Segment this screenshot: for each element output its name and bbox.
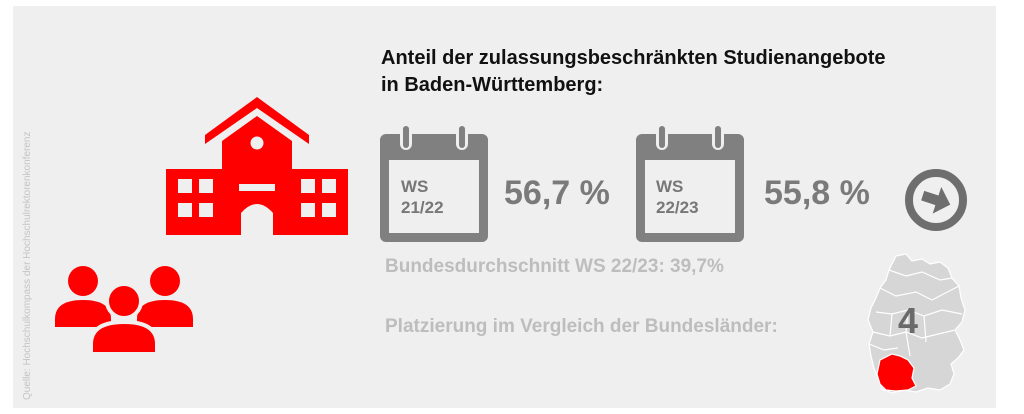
calendar-label-ws2223: WS 22/23 bbox=[656, 176, 699, 218]
page-title: Anteil der zulassungsbeschränkten Studie… bbox=[381, 45, 971, 99]
university-building-icon bbox=[166, 97, 348, 235]
calendar-label-line2: 21/22 bbox=[401, 198, 444, 217]
title-line-2: in Baden-Württemberg: bbox=[381, 74, 604, 96]
calendar-label-line2: 22/23 bbox=[656, 198, 699, 217]
percent-ws2223: 55,8 % bbox=[764, 174, 870, 212]
arrow-right-circle-icon bbox=[905, 169, 967, 231]
germany-map-icon bbox=[867, 253, 966, 394]
calendar-label-ws2122: WS 21/22 bbox=[401, 176, 444, 218]
title-line-1: Anteil der zulassungsbeschränkten Studie… bbox=[381, 47, 886, 69]
calendar-label-line1: WS bbox=[401, 177, 429, 196]
national-average: Bundesdurchschnitt WS 22/23: 39,7% bbox=[385, 256, 724, 277]
calendar-icon bbox=[636, 124, 744, 242]
ranking-value: 4 bbox=[898, 300, 919, 341]
ranking-label: Platzierung im Vergleich der Bundeslände… bbox=[385, 316, 778, 337]
source-note: Quelle: Hochschulkompass der Hochschulre… bbox=[22, 131, 33, 400]
calendar-label-line1: WS bbox=[656, 177, 684, 196]
calendar-icon bbox=[380, 124, 488, 242]
percent-ws2122: 56,7 % bbox=[504, 174, 610, 212]
student-group-icon bbox=[55, 266, 193, 354]
